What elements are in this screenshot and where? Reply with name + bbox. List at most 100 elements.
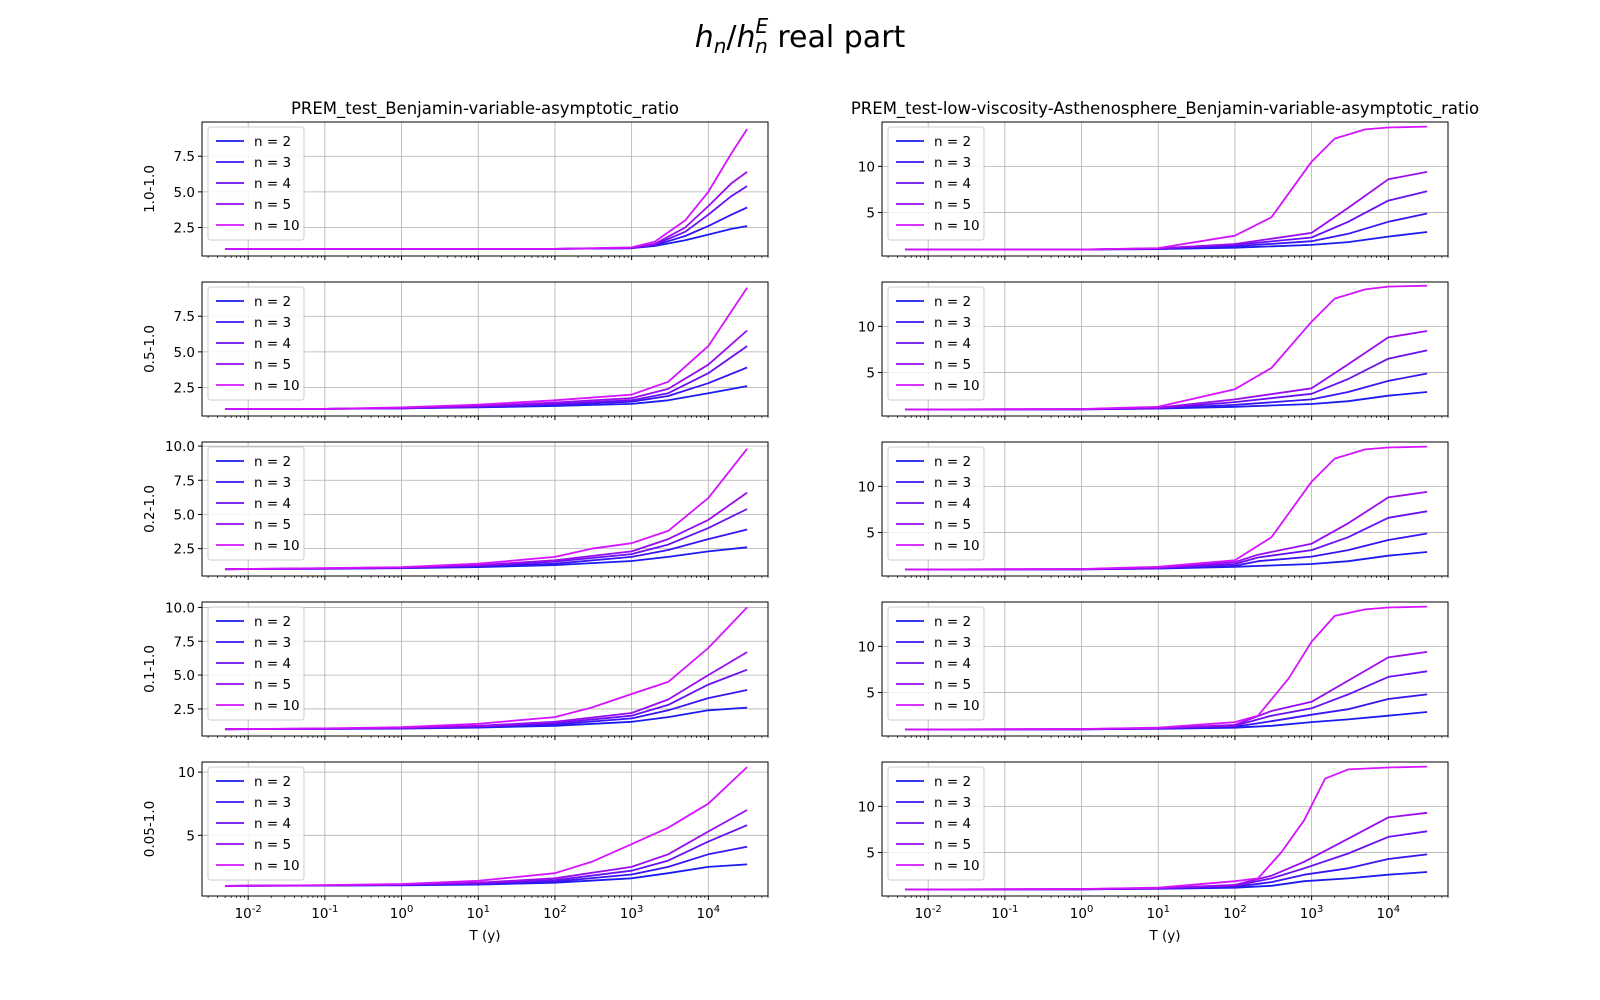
legend: n = 2 n = 3 n = 4 n = 5 n = 10 (887, 766, 985, 881)
legend-label: n = 5 (254, 197, 291, 213)
legend-label: n = 3 (254, 315, 291, 331)
plot-frame (881, 281, 1449, 417)
figure-title-h: h (695, 20, 714, 55)
x-axis-label: T (y) (1148, 928, 1180, 944)
legend-label: n = 5 (254, 357, 291, 373)
legend-label: n = 2 (254, 614, 291, 630)
series-line (905, 284, 1428, 411)
legend-label: n = 4 (254, 176, 291, 192)
y-tick-label: 2.5 (174, 380, 195, 396)
legend-label: n = 10 (934, 538, 980, 554)
legend-label: n = 4 (254, 816, 291, 832)
y-tick-label: 5.0 (174, 345, 195, 361)
legend-box (207, 606, 305, 721)
y-tick-label: 2.5 (174, 542, 195, 558)
x-tick-label: 104 (697, 904, 721, 922)
x-tick-label: 100 (1070, 904, 1094, 922)
figure-title: hn/hE n real part (695, 14, 906, 58)
legend-label: n = 10 (254, 538, 300, 554)
legend-label: n = 10 (254, 378, 300, 394)
legend-label: n = 4 (254, 656, 291, 672)
legend-box (207, 446, 305, 561)
legend-label: n = 5 (934, 357, 971, 373)
subplot-0-1: 2.55.07.50.5-1.0n = 2n = 3n = 4n = 5n = … (142, 281, 769, 420)
legend-label: n = 3 (934, 795, 971, 811)
y-tick-label: 5 (866, 366, 875, 382)
legend-box (887, 766, 985, 881)
legend-label: n = 10 (254, 218, 300, 234)
y-tick-label: 2.5 (174, 702, 195, 718)
subplot-title: PREM_test-low-viscosity-Asthenosphere_Be… (851, 99, 1479, 119)
series-line (225, 766, 748, 887)
legend-label: n = 3 (254, 155, 291, 171)
x-tick-label: 10-1 (311, 904, 338, 922)
x-tick-label: 104 (1377, 904, 1401, 922)
subplot-0-4: 5 10 10-2 10-1 100 101 102 103 104 0.05-1.0 T (y) n… (142, 761, 769, 944)
legend-label: n = 10 (934, 218, 980, 234)
series-line (905, 445, 1428, 571)
y-tick-label: 5.0 (174, 185, 195, 201)
figure-title-sub-n: n (714, 34, 727, 58)
legend-box (207, 766, 305, 881)
subplot-1-1: 5 10 n = 2 n = 3 n = 4 n = 5 n = 10 (858, 281, 1449, 420)
x-tick-label: 103 (1300, 904, 1324, 922)
y-tick-label: 10 (178, 765, 195, 781)
legend-label: n = 2 (934, 294, 971, 310)
legend: n = 2 n = 3 n = 4 n = 5 n = 10 (887, 606, 985, 721)
legend-label: n = 4 (934, 656, 971, 672)
legend: n = 2 n = 3 n = 4 n = 5 n = 10 (207, 766, 305, 881)
legend-label: n = 2 (254, 774, 291, 790)
legend-label: n = 2 (254, 134, 291, 150)
legend-label: n = 3 (254, 475, 291, 491)
y-tick-label: 7.5 (174, 309, 195, 325)
legend-label: n = 4 (934, 816, 971, 832)
legend-label: n = 5 (934, 677, 971, 693)
figure-title-rest: real part (768, 20, 906, 55)
subplot-0-0: 2.5 5.0 7.5 PREM_test_Benjamin-variable-asy… (142, 99, 769, 260)
legend-label: n = 10 (254, 858, 300, 874)
legend-box (887, 286, 985, 401)
series-line (905, 605, 1428, 731)
subplot-0-3: 2.5 5.0 7.5 10.0 0.1-1.0 n = 2 n = 3 n = 4 n = 5… (142, 600, 769, 740)
y-tick-label: 2.5 (174, 220, 195, 236)
series-line (225, 287, 748, 410)
legend: n = 2 n = 3 n = 4 n = 5 n = 10 (207, 286, 305, 401)
legend-label: n = 5 (254, 837, 291, 853)
x-tick-label: 103 (620, 904, 644, 922)
subplot-1-3: 5 10 n = 2 n = 3 n = 4 n = 5 n = 10 (858, 601, 1449, 740)
y-tick-label: 7.5 (174, 149, 195, 165)
subplot-1-2: 5 10 n = 2 n = 3 n = 4 n = 5 n = 10 (858, 441, 1449, 580)
legend-box (887, 446, 985, 561)
plot-frame (881, 601, 1449, 737)
series-line (225, 128, 748, 250)
x-tick-label: 101 (466, 904, 490, 922)
legend-label: n = 5 (934, 837, 971, 853)
y-tick-label: 10 (858, 479, 875, 495)
subplot-0-2: 2.5 5.0 7.5 10.0 0.2-1.0 n = 2 n = 3 n = 4 n = 5… (142, 439, 769, 580)
series-line (225, 606, 748, 731)
legend-label: n = 3 (254, 795, 291, 811)
legend-label: n = 10 (934, 698, 980, 714)
y-tick-label: 5 (866, 846, 875, 862)
plot-frame (201, 281, 769, 417)
legend-label: n = 2 (934, 614, 971, 630)
plot-frame (881, 121, 1449, 257)
legend: n = 2 n = 3 n = 4 n = 5 n = 10 (207, 126, 305, 241)
legend-label: n = 3 (934, 475, 971, 491)
y-axis-label: 0.5-1.0 (142, 325, 158, 373)
y-tick-label: 10 (858, 319, 875, 335)
y-tick-label: 7.5 (174, 473, 195, 489)
y-tick-label: 5 (866, 206, 875, 222)
legend-label: n = 5 (254, 677, 291, 693)
legend-label: n = 4 (254, 336, 291, 352)
y-tick-label: 10 (858, 159, 875, 175)
series-line (225, 448, 748, 571)
legend: n = 2 n = 3 n = 4 n = 5 n = 10 (887, 286, 985, 401)
legend: n = 2 n = 3 n = 4 n = 5 n = 10 (887, 126, 985, 241)
subplot-title: PREM_test_Benjamin-variable-asymptotic_r… (291, 99, 679, 119)
legend-label: n = 3 (934, 155, 971, 171)
y-axis-label: 0.05-1.0 (142, 801, 158, 857)
y-tick-label: 10 (858, 639, 875, 655)
legend-label: n = 5 (934, 197, 971, 213)
